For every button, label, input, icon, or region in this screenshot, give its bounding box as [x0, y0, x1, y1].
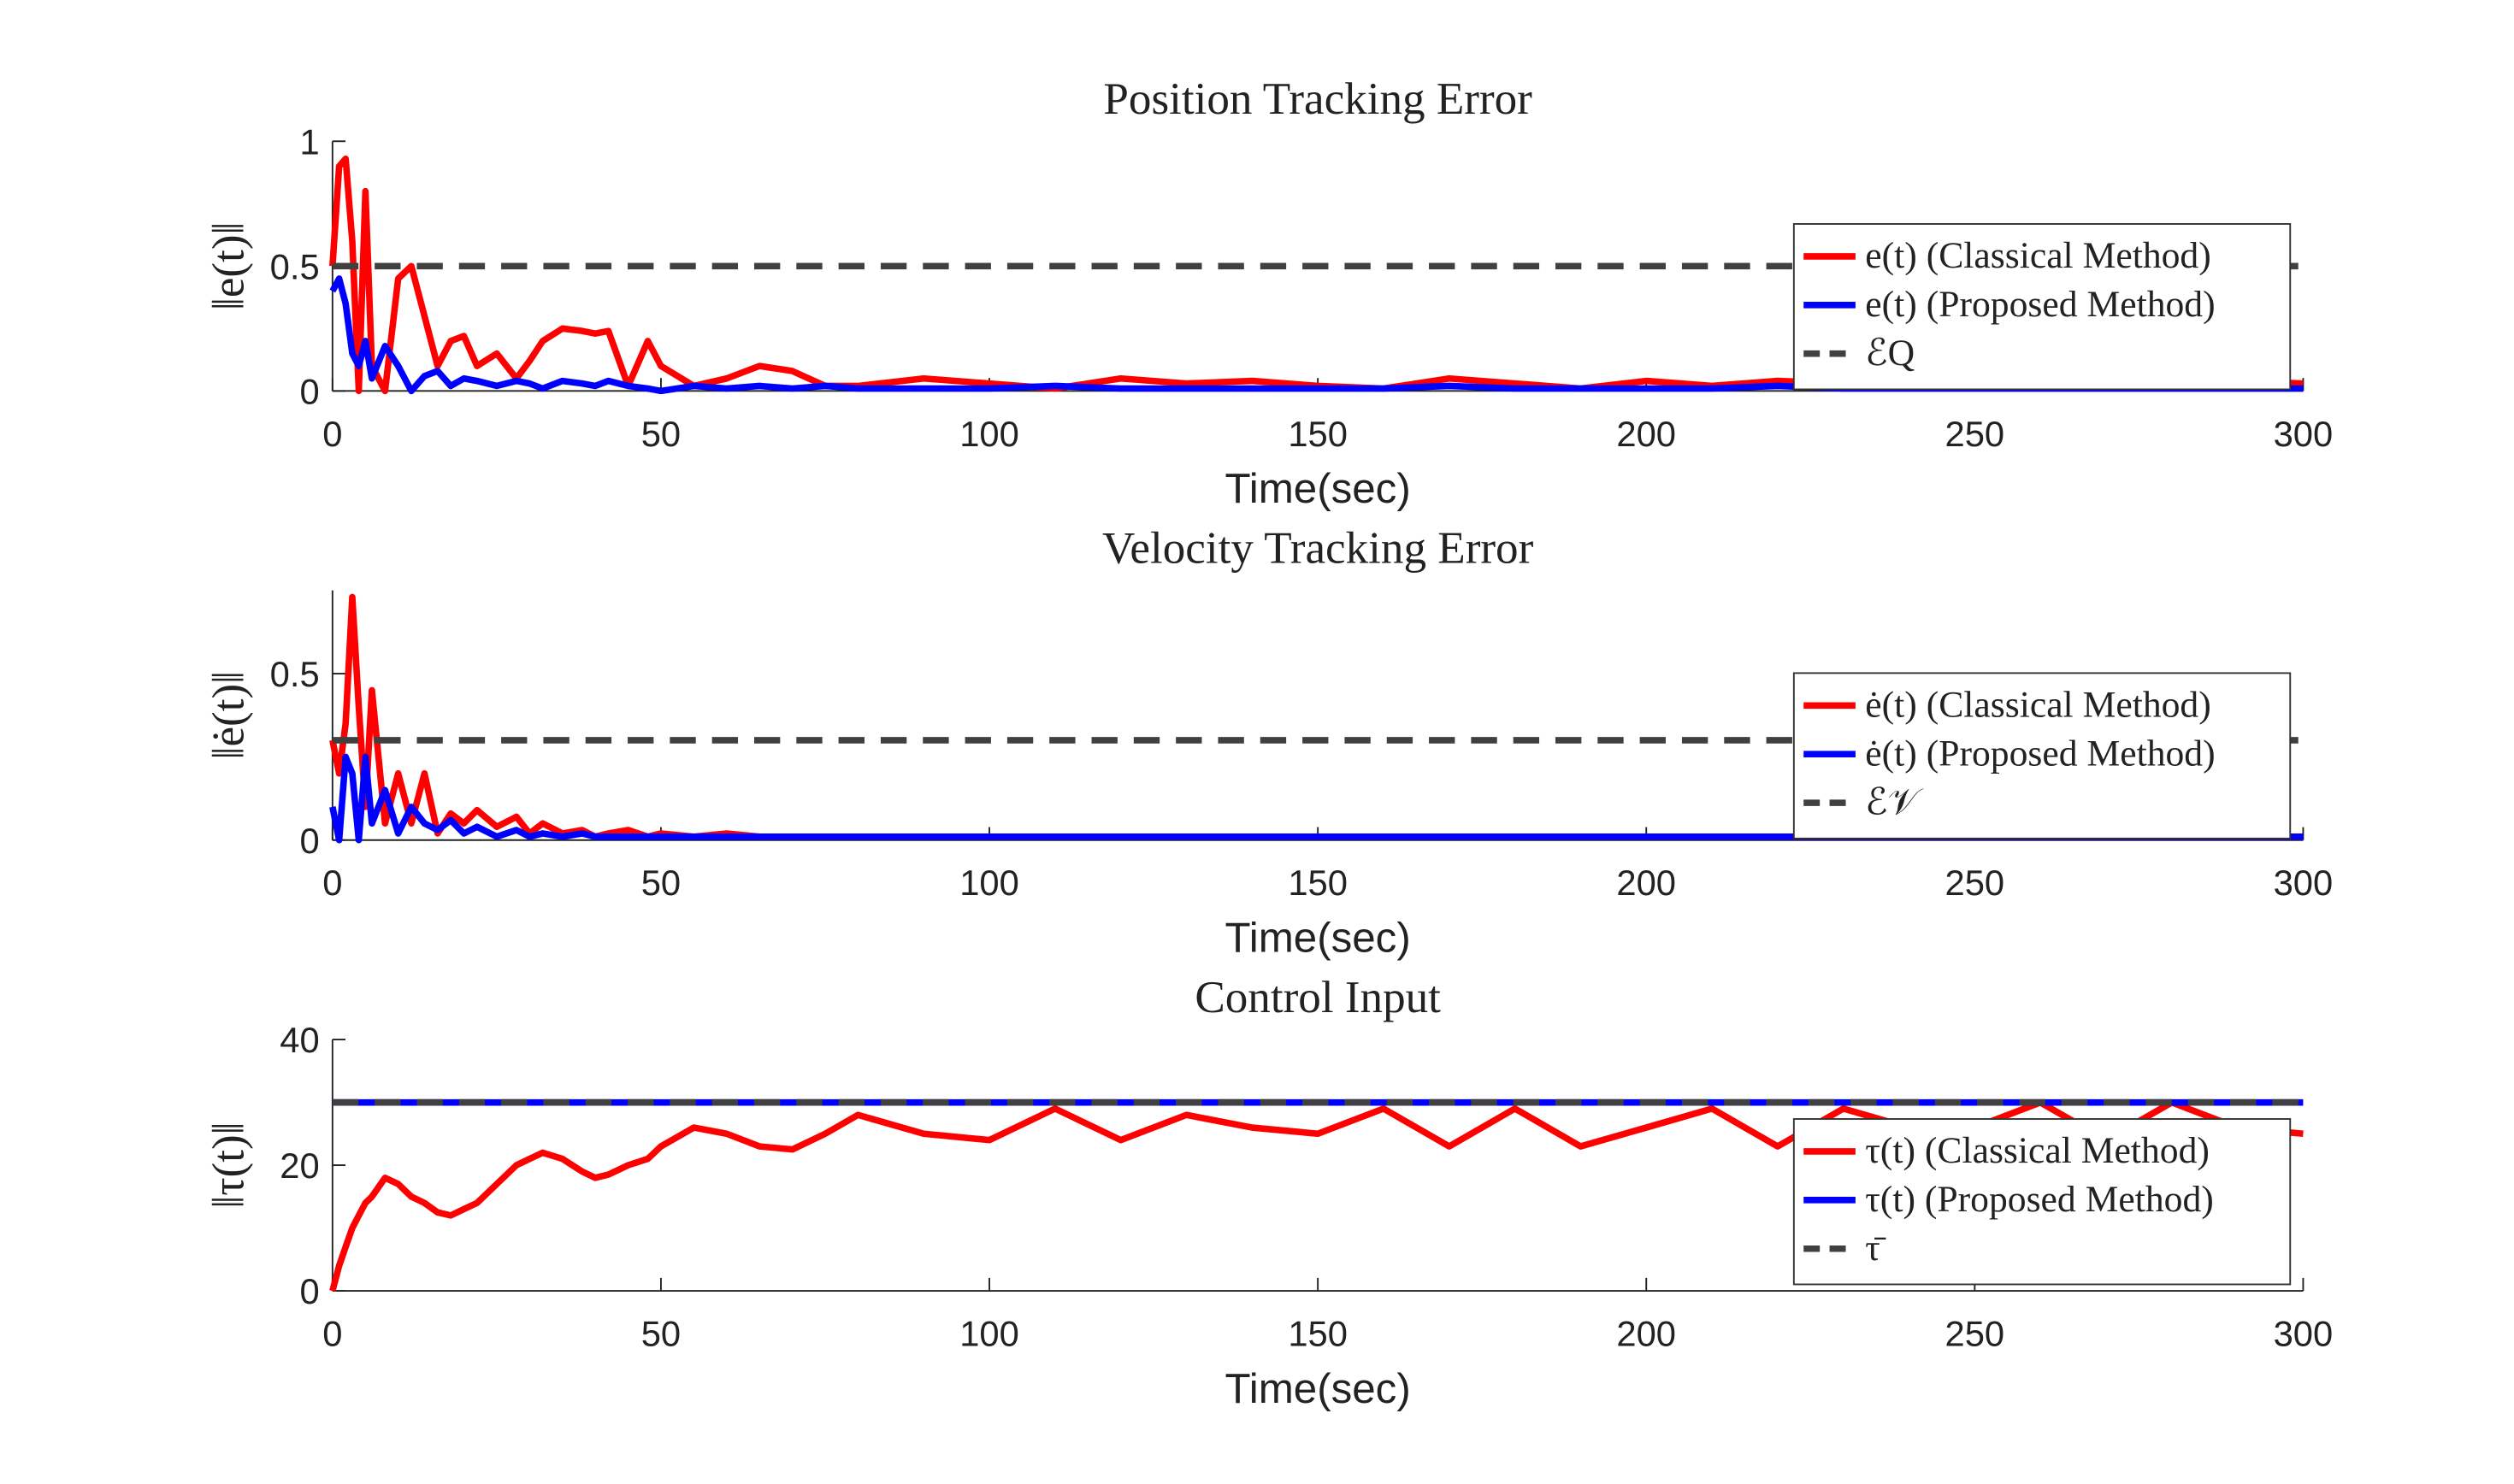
- legend-label: ė(t) (Classical Method): [1865, 685, 2210, 726]
- x-tick-label: 250: [1945, 414, 2005, 454]
- chart-title: Velocity Tracking Error: [1102, 523, 1534, 573]
- legend-label: ė(t) (Proposed Method): [1865, 733, 2215, 774]
- x-tick-label: 300: [2274, 1314, 2334, 1354]
- y-tick-label: 20: [280, 1145, 319, 1186]
- x-tick-label: 250: [1945, 1314, 2005, 1354]
- x-tick-label: 200: [1616, 863, 1676, 903]
- y-axis-label: ‖τ(t)‖: [204, 1122, 254, 1208]
- x-tick-label: 0: [322, 1314, 342, 1354]
- x-tick-label: 100: [959, 414, 1019, 454]
- y-tick-label: 40: [280, 1020, 319, 1060]
- x-tick-label: 150: [1288, 863, 1348, 903]
- legend-label: e(t) (Proposed Method): [1865, 284, 2215, 325]
- legend: e(t) (Classical Method) e(t) (Proposed Me…: [1792, 223, 2292, 391]
- x-tick-label: 100: [959, 1314, 1019, 1354]
- y-tick-label: 0: [299, 1271, 319, 1311]
- chart-title: Control Input: [1195, 973, 1441, 1022]
- y-tick-label: 0.5: [270, 654, 320, 694]
- legend-label: ℰQ: [1865, 333, 1915, 374]
- x-tick-label: 100: [959, 863, 1019, 903]
- legend: τ(t) (Classical Method) τ(t) (Proposed Me…: [1792, 1118, 2292, 1286]
- legend-box: [1792, 1118, 2292, 1286]
- y-axis-label: ‖e(t)‖: [204, 222, 254, 310]
- legend-label: τ(t) (Classical Method): [1865, 1130, 2210, 1171]
- legend-label: τ(t) (Proposed Method): [1865, 1179, 2214, 1220]
- x-tick-label: 50: [641, 414, 681, 454]
- legend-label: ℰ𝒱: [1865, 781, 1924, 822]
- x-tick-label: 50: [641, 863, 681, 903]
- legend-box: [1792, 672, 2292, 839]
- y-tick-label: 1: [299, 121, 319, 162]
- y-tick-label: 0.5: [270, 246, 320, 286]
- legend-label: e(t) (Classical Method): [1865, 235, 2210, 276]
- y-tick-label: 0: [299, 821, 319, 861]
- y-axis-label: ‖ė(t)‖: [204, 671, 254, 760]
- x-tick-label: 50: [641, 1314, 681, 1354]
- x-tick-label: 200: [1616, 1314, 1676, 1354]
- y-tick-label: 0: [299, 372, 319, 412]
- x-tick-label: 0: [322, 414, 342, 454]
- x-axis-label: Time(sec): [1225, 915, 1410, 962]
- x-axis-label: Time(sec): [1225, 1365, 1410, 1412]
- legend-box: [1792, 223, 2292, 391]
- x-tick-label: 150: [1288, 1314, 1348, 1354]
- legend: ė(t) (Classical Method) ė(t) (Proposed Me…: [1792, 672, 2292, 839]
- chart-title: Position Tracking Error: [1103, 74, 1532, 124]
- x-tick-label: 150: [1288, 414, 1348, 454]
- x-tick-label: 250: [1945, 863, 2005, 903]
- series-line: [329, 1098, 2304, 1293]
- x-tick-label: 200: [1616, 414, 1676, 454]
- x-tick-label: 0: [322, 863, 342, 903]
- series-line: [329, 753, 2304, 844]
- x-tick-label: 300: [2274, 414, 2334, 454]
- x-axis-label: Time(sec): [1225, 465, 1410, 512]
- series-line: [329, 275, 2304, 395]
- x-tick-label: 300: [2274, 863, 2334, 903]
